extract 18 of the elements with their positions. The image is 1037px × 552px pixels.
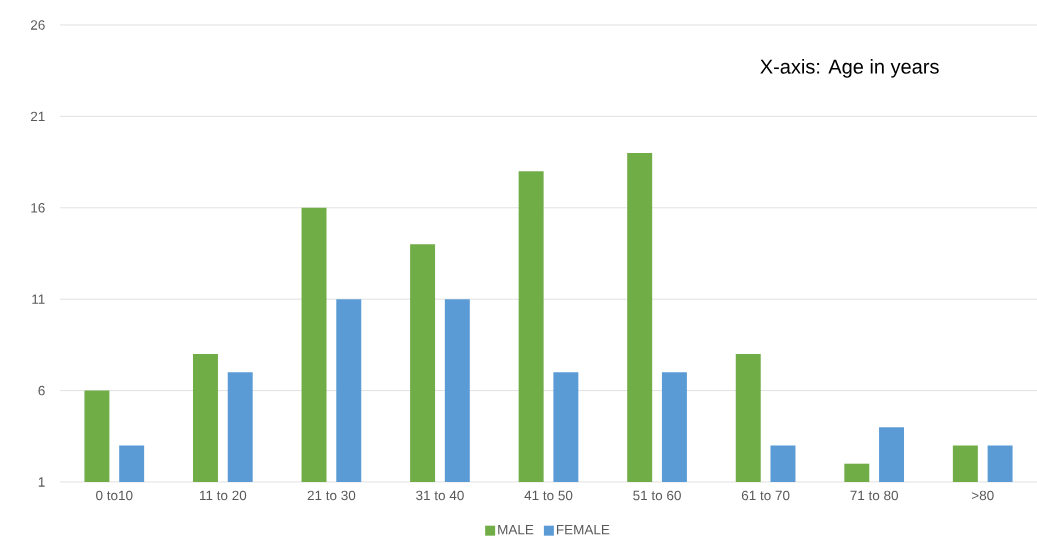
x-tick-label: 31 to 40 (416, 490, 464, 501)
annotation: X-axis: Age in years (760, 59, 939, 78)
x-tick-label: >80 (971, 490, 994, 501)
x-tick-label: 51 to 60 (633, 490, 681, 501)
y-tick-label: 11 (32, 294, 45, 304)
x-tick-label: 11 to 20 (199, 490, 247, 501)
y-tick-label: 21 (30, 111, 45, 122)
x-tick-label: 0 to10 (96, 490, 133, 501)
x-tick-label: 61 to 70 (741, 490, 790, 501)
legend-label: FEMALE (556, 525, 610, 535)
y-tick-label: 1 (38, 477, 45, 487)
y-tick-label: 16 (31, 203, 45, 213)
x-tick-label: 21 to 30 (307, 490, 356, 501)
x-tick-label: 41 to 50 (524, 490, 573, 501)
x-tick-label: 71 to 80 (850, 490, 899, 501)
y-tick-label: 6 (38, 385, 45, 396)
y-tick-label: 26 (30, 20, 45, 30)
legend-label: MALE (498, 525, 534, 535)
